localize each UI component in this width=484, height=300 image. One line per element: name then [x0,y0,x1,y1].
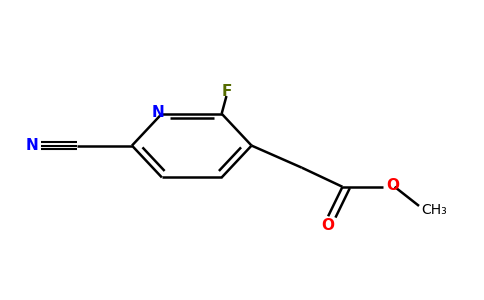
Text: O: O [322,218,334,233]
Text: CH₃: CH₃ [422,203,447,218]
Text: N: N [26,138,39,153]
Text: N: N [151,105,165,120]
Text: O: O [386,178,399,193]
Text: F: F [221,84,232,99]
